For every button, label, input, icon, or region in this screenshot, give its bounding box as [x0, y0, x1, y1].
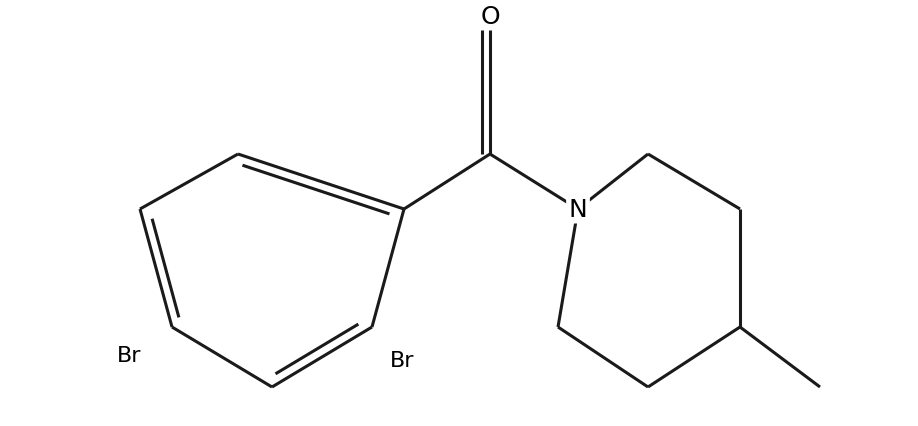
Text: Br: Br	[390, 350, 415, 370]
Text: O: O	[480, 5, 499, 29]
Text: N: N	[568, 198, 588, 222]
Text: Br: Br	[117, 345, 141, 365]
